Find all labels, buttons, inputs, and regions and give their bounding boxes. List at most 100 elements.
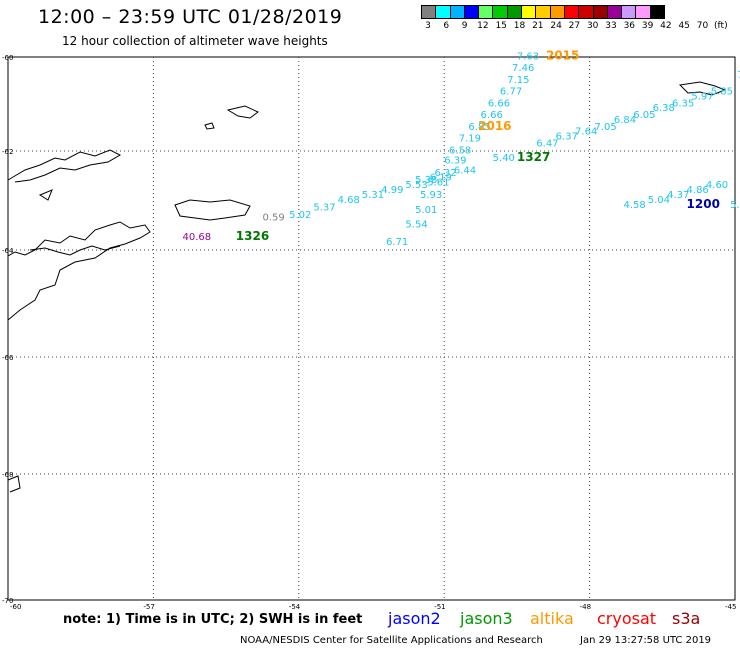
coastline (38, 189, 53, 201)
wave-height-value: 6.39 (444, 155, 466, 166)
scale-label: 3 (425, 21, 431, 31)
wave-height-value: 6.35 (672, 98, 694, 109)
coastline (678, 81, 727, 96)
map-frame (7, 56, 736, 601)
coastline (7, 221, 151, 321)
scale-swatch (649, 5, 666, 19)
wave-height-color-scale (421, 5, 666, 19)
pass-time-label: 2015 (546, 48, 579, 62)
color-scale-labels: 3 6 9 12 15 18 21 24 27 30 33 36 39 42 45 70 (ft) (421, 21, 740, 33)
wave-height-value: 6.66 (488, 98, 510, 109)
wave-height-value: 5.53 (405, 180, 427, 191)
latitude-label: -60 (2, 54, 13, 62)
wave-height-value: 5.38 (415, 175, 437, 186)
longitude-label: -45 (725, 603, 736, 611)
wave-height-value: 5.04 (648, 195, 670, 206)
page-title: 12:00 – 23:59 UTC 01/28/2019 (38, 6, 343, 28)
wave-height-value: 5.37 (313, 202, 335, 213)
longitude-label: -54 (289, 603, 301, 611)
legend-s3a: s3a (672, 609, 701, 628)
wave-height-value: 5.97 (691, 91, 713, 102)
wave-height-value: 6.38 (653, 103, 675, 114)
wave-height-value: 5.93 (420, 190, 442, 201)
wave-height-value: 6.32 (435, 168, 457, 179)
wave-height-value: 6.71 (386, 237, 408, 248)
scale-label: 45 (678, 21, 690, 31)
wave-height-value: 7.64 (575, 127, 597, 138)
coastline (7, 149, 122, 183)
wave-height-value: 6.19 (430, 173, 452, 184)
pass-time-label: 2016 (478, 119, 511, 133)
wave-height-value: 4.99 (381, 185, 403, 196)
coastline (29, 245, 121, 256)
coastline (174, 199, 251, 221)
legend-cryosat: cryosat (597, 609, 657, 628)
wave-height-value: 4.60 (706, 180, 728, 191)
scale-label: 33 (605, 21, 617, 31)
wave-height-value: 0.59 (262, 212, 284, 223)
wave-height-value: 5.31 (362, 190, 384, 201)
coastline (204, 122, 215, 130)
scale-label: 24 (550, 21, 562, 31)
wave-height-value: 6.66 (481, 110, 503, 121)
credit-timestamp: Jan 29 13:27:58 UTC 2019 (580, 635, 712, 646)
scale-label: 9 (461, 21, 468, 31)
scale-label: 39 (641, 21, 654, 31)
longitude-label: -51 (434, 603, 445, 611)
coastline (226, 105, 259, 119)
wave-height-value: 4.86 (687, 185, 709, 196)
wave-height-value: 6.44 (454, 165, 476, 176)
wave-height-value: 4.58 (624, 200, 646, 211)
pass-time-label: 1200 (687, 197, 720, 211)
wave-height-value: 4.37 (667, 190, 689, 201)
pass-time-label: 1326 (236, 229, 269, 243)
wave-height-value: 4.68 (338, 195, 360, 206)
page-subtitle: 12 hour collection of altimeter wave hei… (62, 34, 328, 48)
longitude-label: -60 (10, 603, 21, 611)
wave-height-value: 6.05 (633, 110, 655, 121)
wave-height-value: 6.37 (556, 131, 578, 142)
longitude-label: -57 (143, 603, 154, 611)
wave-height-value: 6.84 (614, 115, 636, 126)
scale-label: 18 (513, 21, 526, 31)
wave-height-value: 7.46 (512, 63, 534, 74)
scale-label: 70 (696, 21, 709, 31)
footer-note: note: 1) Time is in UTC; 2) SWH is in fe… (63, 612, 363, 627)
wave-height-value: 40.68 (182, 232, 211, 243)
scale-label: 15 (495, 21, 507, 31)
pass-time-label: 1327 (517, 150, 550, 164)
wave-height-value: 7 (737, 70, 740, 81)
scale-label: 21 (532, 21, 544, 31)
wave-height-value: 7.15 (507, 75, 529, 86)
wave-height-value: 7.05 (594, 122, 616, 133)
wave-height-value: 5.20 (730, 200, 740, 211)
credit-text: NOAA/NESDIS Center for Satellite Applica… (240, 635, 543, 646)
scale-label: 6 (443, 21, 450, 31)
scale-label: 27 (568, 21, 581, 31)
scale-label: 42 (660, 21, 672, 31)
scale-label: 12 (477, 21, 489, 31)
wave-height-value: 5.40 (493, 153, 515, 164)
legend-jason3: jason3 (460, 609, 513, 628)
wave-height-value: 5.54 (405, 220, 427, 231)
legend-altika: altika (530, 609, 574, 628)
latitude-label: -62 (2, 148, 13, 156)
latitude-label: -66 (2, 354, 14, 362)
longitude-label: -48 (580, 603, 591, 611)
wave-height-value: 5.01 (415, 205, 437, 216)
wave-height-value: 6.77 (500, 87, 522, 98)
wave-height-value: 5.02 (289, 210, 311, 221)
coastline (7, 475, 21, 493)
wave-height-value: 7.19 (459, 134, 481, 145)
scale-label: 30 (586, 21, 599, 31)
latitude-label: -64 (2, 247, 14, 255)
wave-height-value: 6.58 (449, 145, 471, 156)
wave-height-value: 5.85 (711, 87, 733, 98)
latitude-label: -70 (2, 597, 13, 605)
scale-label: 36 (623, 21, 636, 31)
wave-height-value: 5.61 (427, 178, 449, 189)
wave-height-value: 6.85 (468, 122, 490, 133)
scale-label: (ft) (714, 21, 728, 31)
legend-jason2: jason2 (388, 609, 441, 628)
